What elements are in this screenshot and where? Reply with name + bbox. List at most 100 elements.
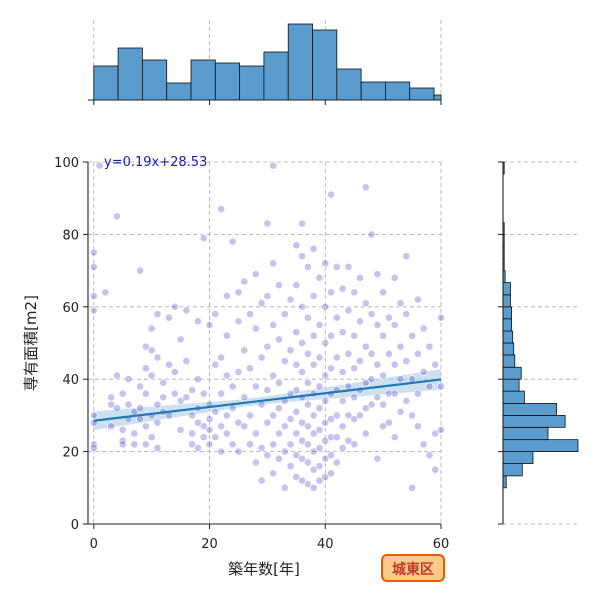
scatter-point (402, 310, 411, 318)
scatter-point (89, 248, 98, 257)
scatter-point (390, 360, 399, 369)
scatter-point (176, 425, 185, 434)
scatter-point (315, 353, 324, 362)
scatter-point (107, 393, 116, 402)
scatter-point (373, 393, 382, 402)
scatter-point (222, 429, 231, 438)
right-hist-bar (502, 451, 534, 464)
scatter-point (356, 411, 364, 420)
scatter-point (130, 440, 139, 449)
scatter-point (222, 331, 231, 340)
scatter-point (361, 299, 370, 308)
scatter-point (153, 418, 162, 427)
scatter-point (385, 389, 393, 398)
top-hist-bar (166, 82, 192, 101)
scatter-point (298, 418, 307, 427)
scatter-point (147, 324, 156, 333)
scatter-point (89, 292, 98, 300)
scatter-point (124, 400, 133, 409)
scatter-point (118, 425, 127, 434)
scatter-point (321, 436, 330, 445)
scatter-point (304, 458, 312, 467)
scatter-point (205, 320, 214, 329)
scatter-point (373, 360, 382, 369)
scatter-point (304, 440, 312, 449)
scatter-point (332, 263, 341, 271)
scatter-point (338, 284, 347, 293)
scatter-point (194, 317, 202, 326)
scatter-point (327, 433, 335, 442)
scatter-point (309, 292, 318, 300)
scatter-point (367, 349, 376, 358)
scatter-point (413, 295, 422, 304)
scatter-point (396, 407, 405, 416)
scatter-point (390, 320, 399, 329)
scatter-point (361, 342, 370, 351)
scatter-point (188, 411, 197, 420)
scatter-point (222, 292, 231, 300)
scatter-point (246, 310, 254, 318)
scatter-point (280, 310, 289, 318)
scatter-point (222, 371, 231, 380)
top-histogram (88, 20, 442, 105)
right-hist-bar (502, 463, 523, 477)
right-hist-bar (502, 366, 522, 380)
scatter-point (153, 353, 162, 362)
scatter-point (332, 411, 341, 420)
scatter-point (350, 440, 359, 449)
right-hist-bar (502, 318, 512, 332)
scatter-point (205, 425, 214, 434)
scatter-point (367, 230, 376, 239)
scatter-point (356, 317, 364, 326)
scatter-point (373, 270, 382, 279)
ward-badge-background (381, 554, 445, 582)
scatter-point (251, 270, 260, 279)
scatter-point (269, 259, 278, 268)
scatter-point (159, 378, 168, 387)
scatter-point (263, 292, 272, 300)
scatter-point (113, 212, 121, 221)
scatter-point (344, 411, 353, 420)
scatter-point (257, 444, 266, 452)
scatter-point (327, 415, 335, 423)
scatter-point (188, 440, 197, 449)
scatter-point (292, 360, 301, 369)
scatter-point (379, 400, 388, 409)
regression-line (93, 378, 442, 422)
scatter-point (263, 386, 272, 394)
scatter-point (298, 454, 307, 463)
scatter-point (437, 313, 445, 322)
scatter-point (304, 313, 312, 322)
scatter-point (240, 277, 249, 286)
scatter-point (153, 310, 162, 318)
top-hist-bar (287, 23, 313, 101)
y-tick-label: 20 (62, 446, 79, 461)
scatter-point (402, 397, 411, 405)
scatter-point (211, 433, 220, 442)
scatter-point (402, 357, 411, 365)
scatter-point (251, 458, 260, 467)
scatter-point (153, 444, 162, 452)
scatter-point (298, 252, 307, 261)
scatter-point (118, 440, 127, 449)
scatter-point (136, 382, 144, 391)
scatter-point (286, 415, 295, 423)
scatter-point (390, 433, 399, 442)
scatter-point (124, 375, 133, 384)
scatter-point (408, 331, 416, 340)
scatter-point (136, 404, 144, 413)
scatter-point (205, 440, 214, 449)
y-tick-label: 100 (54, 156, 79, 171)
y-tick-label: 0 (71, 518, 79, 533)
scatter-point (437, 382, 445, 391)
scatter-point (101, 288, 110, 297)
scatter-point (304, 400, 312, 409)
top-hist-bar (263, 51, 289, 101)
right-hist-bar (502, 354, 516, 368)
scatter-point (344, 382, 353, 391)
scatter-point (199, 234, 208, 242)
scatter-point (275, 429, 283, 438)
scatter-point (292, 281, 301, 289)
x-axis-title: 築年数[年] (228, 560, 300, 578)
